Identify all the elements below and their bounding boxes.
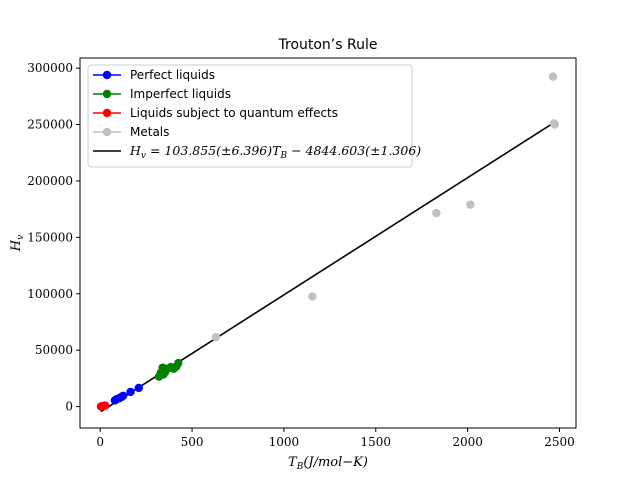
y-tick-label: 0 [65,400,73,414]
legend-label: Liquids subject to quantum effects [130,106,338,120]
x-tick-label: 500 [181,435,204,449]
data-point [548,72,558,81]
x-axis-ticks: 0 500 1000 1500 2000 2500 [96,428,575,449]
y-tick-label: 250000 [27,118,73,132]
data-point [432,208,441,218]
legend-label: Metals [130,125,169,139]
legend: Perfect liquids Imperfect liquids Liquids … [87,64,421,168]
data-point [118,391,128,401]
legend-box [87,64,413,168]
legend-label: Imperfect liquids [130,87,231,101]
data-point [174,358,183,368]
data-point [211,332,221,342]
legend-fit-label: Hv = 103.855(±6.396)TB − 4844.603(±1.306… [129,143,421,161]
data-point [550,120,560,129]
y-axis-label: Hv [9,235,26,252]
data-point [126,387,135,397]
x-axis-label-text: TB(J/mol−K) [288,455,368,472]
data-point [308,292,317,301]
x-tick-label: 2000 [452,435,483,449]
chart-title: Trouton’s Rule [278,37,378,53]
legend-marker [102,108,112,118]
x-tick-label: 2500 [544,435,575,449]
data-point [134,383,143,393]
y-axis-label-text: Hv [9,235,26,252]
legend-marker [102,89,112,99]
plot-frame [79,57,577,429]
x-tick-label: 0 [96,435,104,449]
x-tick-label: 1000 [269,435,300,449]
points-layer [96,72,560,411]
data-point [100,401,110,410]
legend-marker [102,127,112,137]
y-tick-label: 50000 [35,343,73,357]
y-tick-label: 300000 [27,61,73,75]
y-axis-ticks: 0 50000 100000 150000 200000 250000 300000 [27,61,80,414]
x-tick-label: 1500 [360,435,391,449]
y-tick-label: 150000 [27,230,73,244]
legend-label: Perfect liquids [130,68,215,82]
legend-marker [102,70,112,80]
y-tick-label: 200000 [27,174,73,188]
x-axis-label: TB(J/mol−K) [288,455,368,472]
data-point [466,200,475,209]
y-tick-label: 100000 [27,287,73,301]
